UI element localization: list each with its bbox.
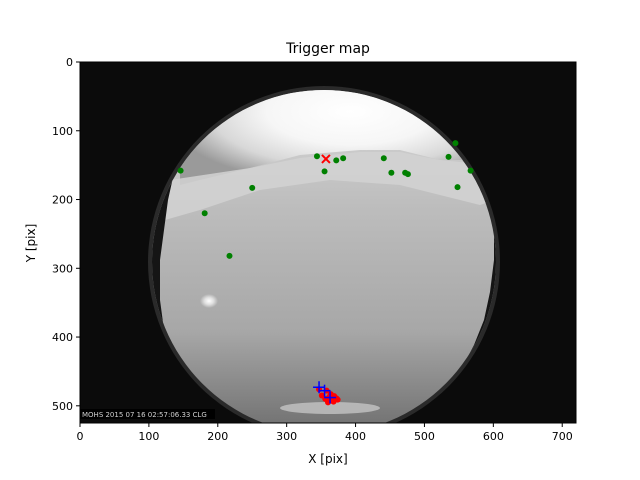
sky-image: MOHS 2015 07 16 02:57:06.33 CLG (80, 62, 576, 423)
data-point (388, 169, 395, 176)
data-point (452, 140, 459, 147)
y-tick-label: 100 (52, 125, 73, 138)
data-point (333, 157, 340, 164)
y-tick-label: 0 (66, 56, 73, 69)
x-axis-label: X [pix] (308, 452, 347, 466)
y-tick-label: 200 (52, 194, 73, 207)
y-tick-label: 400 (52, 331, 73, 344)
x-tick-label: 0 (77, 430, 84, 443)
data-point (321, 168, 328, 175)
y-axis-label: Y [pix] (24, 224, 38, 264)
data-point (249, 184, 256, 191)
data-point (201, 210, 208, 217)
x-axis: 0 100 200 300 400 500 600 700 (77, 423, 573, 443)
x-tick-label: 400 (345, 430, 366, 443)
bright-light-source (200, 294, 218, 308)
y-tick-label: 300 (52, 262, 73, 275)
x-tick-label: 600 (483, 430, 504, 443)
data-point (313, 153, 320, 160)
plot-frame (79, 61, 577, 424)
horizon-glow (280, 402, 380, 414)
data-point (404, 171, 411, 178)
x-tick-label: 700 (552, 430, 573, 443)
x-tick-label: 100 (138, 430, 159, 443)
data-point-x-marker (321, 154, 331, 164)
data-point (226, 252, 233, 259)
y-tick-label: 500 (52, 400, 73, 413)
x-tick-label: 300 (276, 430, 297, 443)
data-point (467, 167, 474, 174)
data-point (454, 184, 461, 191)
sky-horizon-band (165, 152, 495, 220)
points-layer (177, 140, 474, 406)
data-point (340, 155, 347, 162)
timestamp-strip (80, 409, 215, 419)
data-point (380, 155, 387, 162)
image-timestamp: MOHS 2015 07 16 02:57:06.33 CLG (82, 411, 207, 419)
data-point (177, 167, 184, 174)
data-point (445, 153, 452, 160)
data-point-plus-marker (318, 384, 331, 397)
x-tick-label: 200 (207, 430, 228, 443)
x-tick-label: 500 (414, 430, 435, 443)
y-axis: 0 100 200 300 400 500 (52, 56, 80, 413)
chart-title: Trigger map (285, 41, 370, 57)
data-point (334, 396, 341, 403)
data-point-plus-marker (324, 391, 337, 404)
